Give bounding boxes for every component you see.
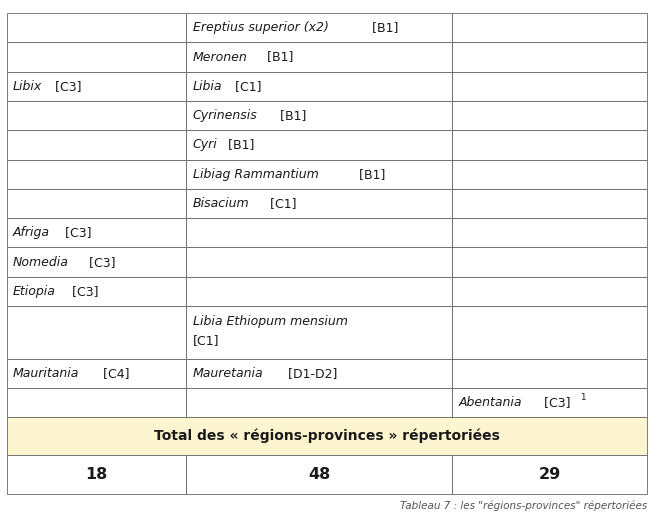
Text: [D1-D2]: [D1-D2]	[284, 367, 337, 380]
Bar	[7, 247, 186, 277]
Bar	[452, 160, 647, 189]
Bar	[452, 101, 647, 130]
Text: Libix: Libix	[13, 80, 43, 93]
Bar	[452, 247, 647, 277]
Bar	[452, 13, 647, 42]
Bar	[186, 277, 452, 306]
Bar	[7, 277, 186, 306]
Bar	[7, 306, 186, 359]
Bar	[186, 455, 452, 494]
Bar	[7, 218, 186, 247]
Bar	[186, 306, 452, 359]
Text: Mauritania: Mauritania	[13, 367, 79, 380]
Text: [C3]: [C3]	[540, 396, 571, 409]
Bar	[7, 189, 186, 218]
Bar	[7, 130, 186, 160]
Text: Tableau 7 : les "régions-provinces" répertoriées: Tableau 7 : les "régions-provinces" répe…	[400, 501, 647, 511]
Bar	[7, 359, 186, 388]
Bar	[452, 130, 647, 160]
Text: [B1]: [B1]	[368, 21, 398, 34]
Text: 1: 1	[580, 393, 585, 402]
Bar	[7, 13, 186, 42]
Text: [B1]: [B1]	[276, 109, 307, 122]
Text: [C4]: [C4]	[99, 367, 129, 380]
Text: Cyri: Cyri	[192, 139, 217, 151]
Bar	[186, 189, 452, 218]
Bar	[452, 277, 647, 306]
Text: 29: 29	[539, 467, 561, 482]
Text: Libia: Libia	[192, 80, 222, 93]
Text: 48: 48	[308, 467, 330, 482]
Text: Total des « régions-provinces » répertoriées: Total des « régions-provinces » répertor…	[154, 429, 500, 444]
Text: [B1]: [B1]	[355, 168, 385, 181]
Bar	[452, 306, 647, 359]
Bar	[452, 42, 647, 72]
Text: [C1]: [C1]	[231, 80, 261, 93]
Bar	[7, 101, 186, 130]
Bar	[7, 72, 186, 101]
Text: [B1]: [B1]	[263, 51, 294, 63]
Text: [C3]: [C3]	[69, 285, 99, 298]
Bar	[186, 42, 452, 72]
Text: [C3]: [C3]	[51, 80, 81, 93]
Bar	[186, 101, 452, 130]
Text: Libiag Rammantium: Libiag Rammantium	[192, 168, 318, 181]
Bar	[186, 247, 452, 277]
Text: Libia Ethiopum mensium: Libia Ethiopum mensium	[192, 315, 347, 328]
Bar	[7, 42, 186, 72]
Text: Ereptius superior (x2): Ereptius superior (x2)	[192, 21, 328, 34]
Text: [C3]: [C3]	[61, 226, 92, 240]
Bar	[7, 417, 647, 455]
Text: Mauretania: Mauretania	[192, 367, 263, 380]
Text: Abentania: Abentania	[458, 396, 522, 409]
Text: 18: 18	[85, 467, 107, 482]
Bar	[452, 359, 647, 388]
Text: Cyrinensis: Cyrinensis	[192, 109, 257, 122]
Text: Afriga: Afriga	[13, 226, 50, 240]
Bar	[7, 388, 186, 417]
Bar	[186, 160, 452, 189]
Bar	[186, 130, 452, 160]
Text: [C1]: [C1]	[266, 197, 296, 210]
Bar	[7, 455, 186, 494]
Bar	[452, 388, 647, 417]
Text: [C3]: [C3]	[85, 256, 116, 269]
Bar	[186, 13, 452, 42]
Text: [B1]: [B1]	[224, 139, 255, 151]
Text: Nomedia: Nomedia	[13, 256, 69, 269]
Bar	[7, 160, 186, 189]
Text: [C3]: [C3]	[540, 396, 571, 409]
Bar	[186, 218, 452, 247]
Bar	[186, 72, 452, 101]
Bar	[452, 189, 647, 218]
Bar	[452, 218, 647, 247]
Text: Bisacium: Bisacium	[192, 197, 249, 210]
Text: Meronen: Meronen	[192, 51, 247, 63]
Bar	[452, 455, 647, 494]
Bar	[186, 388, 452, 417]
Text: [C1]: [C1]	[192, 334, 219, 347]
Text: Etiopia: Etiopia	[13, 285, 56, 298]
Bar	[186, 359, 452, 388]
Bar	[452, 72, 647, 101]
